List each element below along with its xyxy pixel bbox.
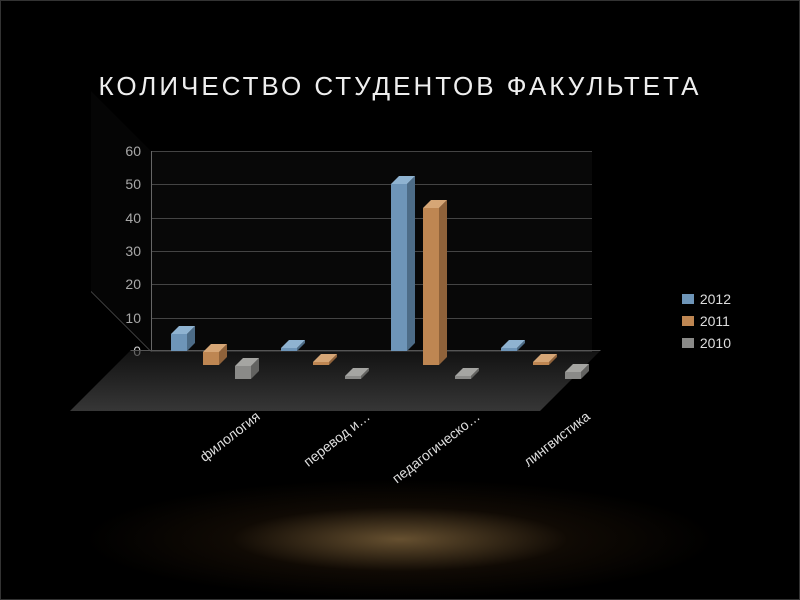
- x-tick-label: перевод и…: [268, 408, 372, 494]
- bar: [203, 352, 219, 365]
- legend-label: 2010: [700, 335, 731, 351]
- chart-gridlines: [152, 151, 592, 351]
- slide-title: КОЛИЧЕСТВО СТУДЕНТОВ ФАКУЛЬТЕТА: [1, 71, 799, 102]
- bar: [281, 348, 297, 351]
- bar: [455, 376, 471, 379]
- legend: 2012 2011 2010: [682, 291, 731, 357]
- bar: [501, 348, 517, 351]
- legend-swatch: [682, 316, 694, 326]
- legend-label: 2012: [700, 291, 731, 307]
- chart-stage: филологияперевод и…педагогическо…лингвис…: [151, 151, 581, 351]
- chart-area: 0102030405060 филологияперевод и…педагог…: [61, 151, 741, 491]
- bar: [565, 372, 581, 379]
- slide: КОЛИЧЕСТВО СТУДЕНТОВ ФАКУЛЬТЕТА 01020304…: [0, 0, 800, 600]
- legend-item: 2011: [682, 313, 731, 329]
- bar: [423, 208, 439, 365]
- bar: [533, 362, 549, 365]
- bar: [391, 184, 407, 351]
- legend-label: 2011: [700, 313, 730, 329]
- bar: [171, 334, 187, 351]
- bar: [313, 362, 329, 365]
- chart-back-wall: [151, 151, 592, 352]
- chart-floor: [70, 350, 601, 411]
- legend-item: 2010: [682, 335, 731, 351]
- x-tick-label: педагогическо…: [378, 408, 482, 494]
- legend-swatch: [682, 338, 694, 348]
- legend-item: 2012: [682, 291, 731, 307]
- bar: [235, 366, 251, 379]
- x-tick-label: лингвистика: [488, 408, 592, 494]
- bar: [345, 376, 361, 379]
- legend-swatch: [682, 294, 694, 304]
- x-tick-label: филология: [158, 408, 262, 494]
